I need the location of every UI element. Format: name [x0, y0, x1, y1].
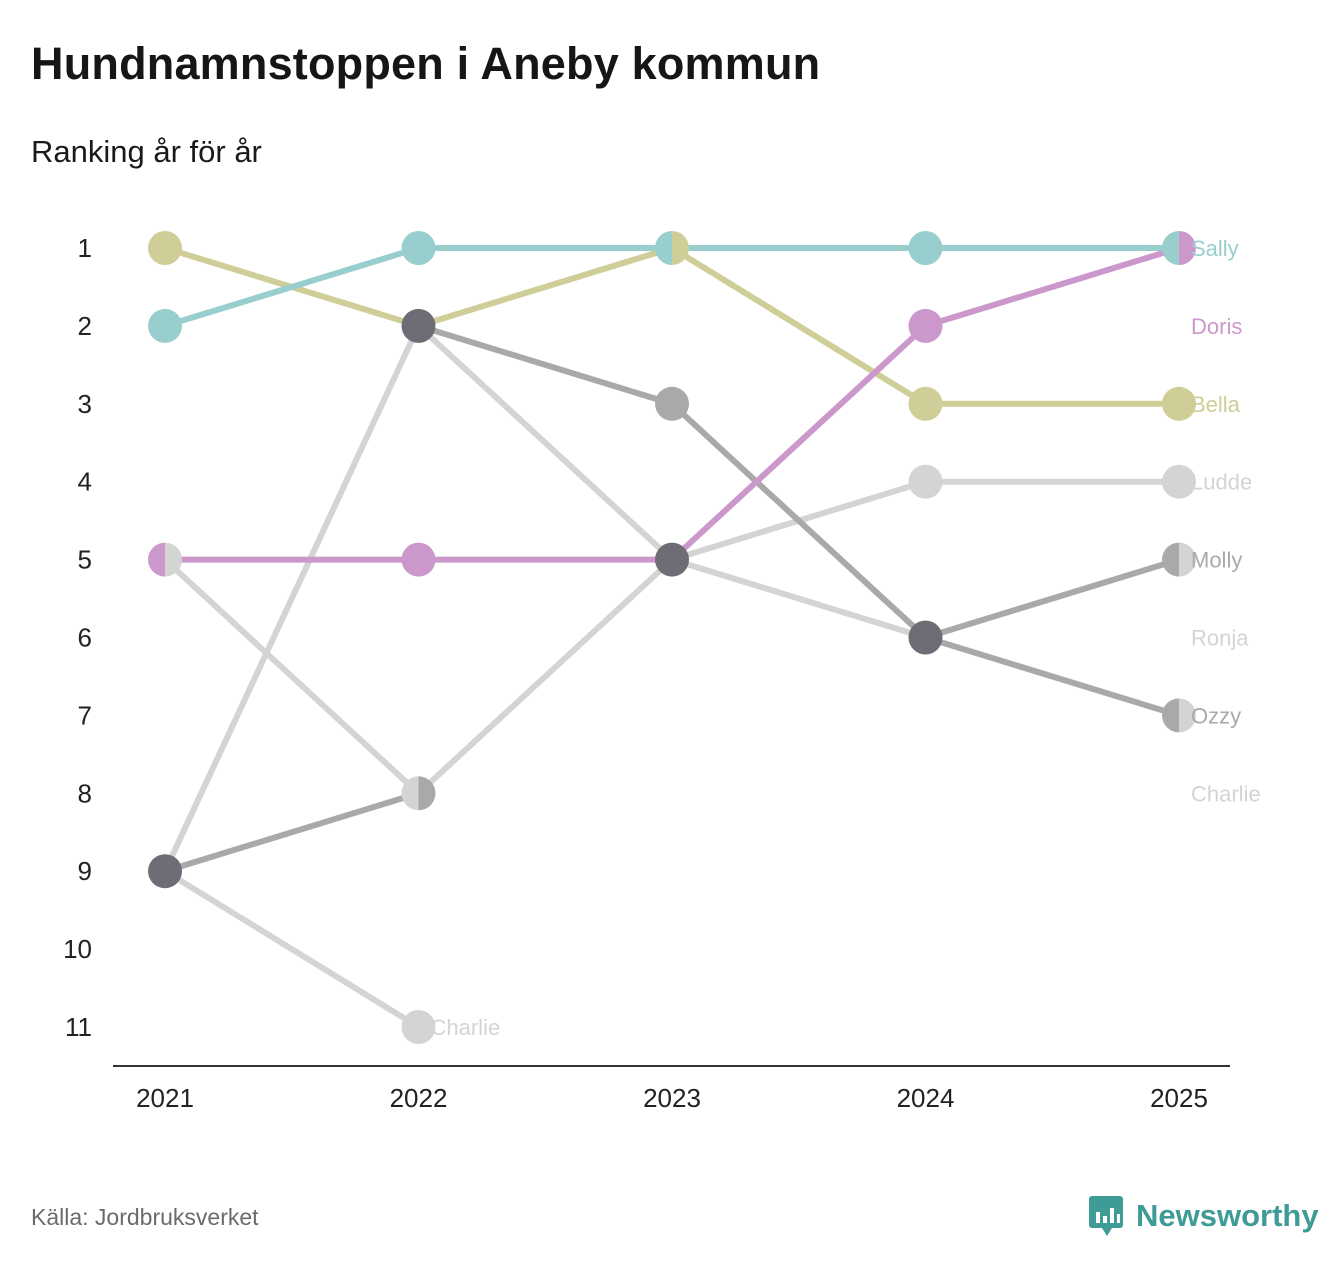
series-line-charlie [162, 868, 422, 1030]
series-label-sally: Sally [1191, 236, 1239, 261]
series-labels: Sally Doris Bella Ludde Molly Ronja Ozzy Charli… [431, 236, 1261, 1040]
rank-point [655, 231, 689, 265]
y-tick-label: 10 [63, 934, 92, 964]
rank-point [1162, 386, 1196, 421]
y-tick-label: 9 [78, 856, 92, 886]
chart-title: Hundnamnstoppen i Aneby kommun [31, 38, 821, 89]
series-label-ludde: Ludde [1191, 470, 1252, 495]
x-tick-label: 2022 [390, 1083, 448, 1113]
rank-point [401, 542, 436, 577]
x-tick-label: 2023 [643, 1083, 701, 1113]
series-label-charlie: Charlie [431, 1015, 501, 1040]
series-lines [162, 245, 1182, 1030]
series-label-ozzy: Ozzy [1191, 703, 1241, 728]
y-axis: 1 2 3 4 5 6 7 8 9 10 11 [63, 233, 92, 1042]
y-tick-label: 4 [78, 467, 92, 497]
series-label-ronja: Ronja [1191, 626, 1249, 651]
x-tick-label: 2021 [136, 1083, 194, 1113]
y-tick-label: 3 [78, 389, 92, 419]
brand-logo[interactable]: Newsworthy [1088, 1195, 1319, 1237]
rank-point [1162, 464, 1196, 499]
source-note: Källa: Jordbruksverket [31, 1204, 259, 1230]
rank-point [908, 386, 943, 421]
y-tick-label: 8 [78, 778, 92, 808]
rank-point [1162, 542, 1196, 577]
y-tick-label: 11 [65, 1012, 92, 1042]
newsworthy-logo-icon [1089, 1196, 1123, 1236]
rank-point [908, 464, 943, 499]
rank-point [148, 542, 182, 577]
series-line-ronja [162, 556, 929, 797]
series-line-bella [162, 245, 1182, 407]
rank-point [401, 231, 436, 265]
rank-point [908, 620, 943, 655]
y-tick-label: 7 [78, 700, 92, 730]
rank-point [401, 308, 436, 343]
x-tick-label: 2024 [897, 1083, 955, 1113]
series-label-doris: Doris [1191, 314, 1242, 339]
series-points [148, 231, 1196, 1044]
rank-point [401, 776, 436, 811]
x-axis-labels: 2021 2022 2023 2024 2025 [136, 1083, 1208, 1113]
y-tick-label: 1 [78, 233, 92, 263]
series-label-charlie: Charlie [1191, 781, 1261, 806]
y-tick-label: 2 [78, 311, 92, 341]
rank-point [655, 386, 689, 421]
y-tick-label: 6 [78, 623, 92, 653]
rank-point [148, 854, 182, 889]
y-tick-label: 5 [78, 545, 92, 575]
rank-point [1162, 698, 1196, 733]
brand-name: Newsworthy [1136, 1198, 1319, 1233]
rank-point [148, 231, 182, 265]
series-line-ozzy [415, 322, 1182, 719]
chart-subtitle: Ranking år för år [31, 134, 262, 169]
rank-point [1162, 231, 1196, 265]
rank-point [908, 231, 943, 265]
rank-point [148, 308, 182, 343]
series-label-bella: Bella [1191, 392, 1241, 417]
x-tick-label: 2025 [1150, 1083, 1208, 1113]
rank-point [908, 308, 943, 343]
rank-point [401, 1010, 436, 1044]
series-line-molly [922, 556, 1182, 641]
series-label-molly: Molly [1191, 548, 1242, 573]
series-line-molly [162, 790, 422, 875]
rank-point [655, 542, 689, 577]
